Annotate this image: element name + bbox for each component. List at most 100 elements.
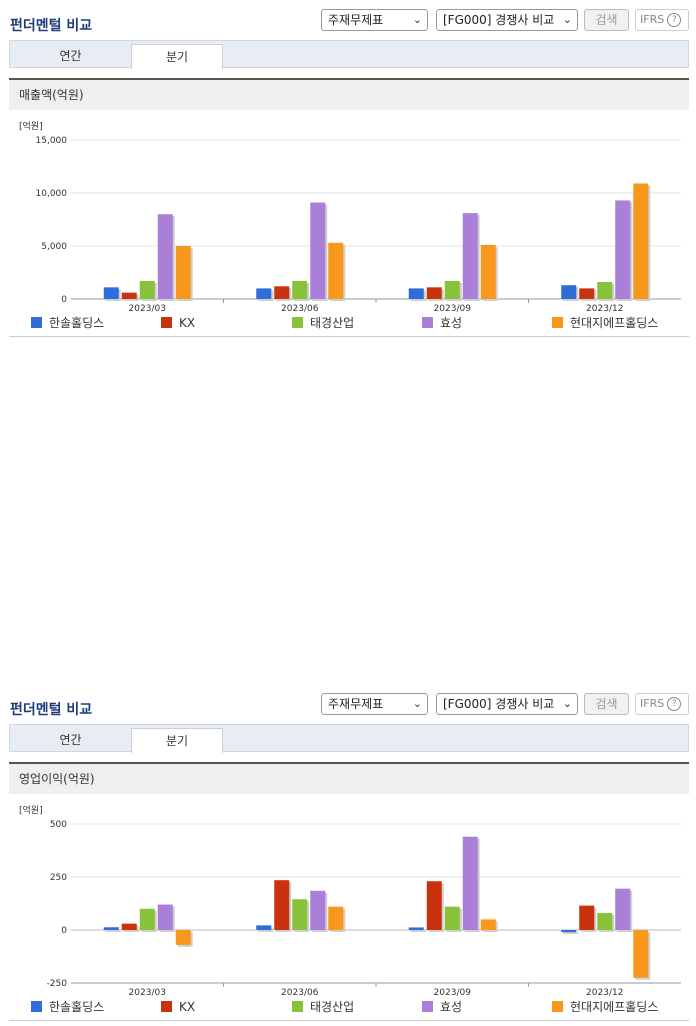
bar[interactable]: [615, 888, 631, 930]
bar[interactable]: [561, 285, 577, 299]
bar[interactable]: [328, 906, 344, 930]
chart-label: 매출액(억원): [9, 80, 689, 110]
peer-select-value: [FG000] 경쟁사 비교: [443, 697, 555, 711]
bar[interactable]: [292, 280, 308, 299]
peer-select[interactable]: [FG000] 경쟁사 비교 ⌄: [436, 693, 578, 715]
y-tick-label: 0: [61, 295, 67, 305]
bar[interactable]: [408, 288, 424, 299]
x-tick-label: 2023/12: [586, 988, 623, 998]
x-tick-label: 2023/03: [129, 304, 166, 314]
revenue-chart: [억원] 15,000 10,000 5,000 0 2023/03 2023/06 2023…: [19, 120, 681, 330]
bar[interactable]: [310, 202, 326, 299]
bar[interactable]: [615, 200, 631, 299]
legend-label[interactable]: 현대지에프홀딩스: [570, 316, 658, 330]
y-tick-label: 15,000: [36, 136, 68, 146]
tab-quarterly[interactable]: 분기: [131, 728, 223, 753]
legend-label[interactable]: KX: [179, 1000, 195, 1014]
statement-select-value: 주재무제표: [328, 697, 384, 711]
bar[interactable]: [175, 246, 191, 299]
period-tabs: 연간 분기: [9, 40, 689, 69]
y-tick-label: 0: [61, 926, 67, 936]
bar[interactable]: [633, 930, 649, 978]
bar[interactable]: [480, 919, 496, 930]
bar[interactable]: [103, 287, 119, 299]
statement-select[interactable]: 주재무제표 ⌄: [321, 693, 428, 715]
bar[interactable]: [139, 908, 155, 930]
bar[interactable]: [256, 288, 272, 299]
fundamental-section-2: 펀더멘털 비교 주재무제표 ⌄ [FG000] 경쟁사 비교 ⌄ 검색 IFRS…: [0, 684, 696, 1026]
legend-swatch: [552, 317, 563, 328]
bar[interactable]: [103, 927, 119, 930]
bar[interactable]: [292, 899, 308, 930]
legend-label[interactable]: 태경산업: [310, 316, 354, 330]
section-title: 펀더멘털 비교: [10, 18, 93, 34]
bar[interactable]: [328, 242, 344, 299]
legend-label[interactable]: 한솔홀딩스: [49, 316, 104, 330]
search-button[interactable]: 검색: [584, 693, 629, 715]
operating-profit-chart: [억원] 500 250 0 -250 2023/03 2023/06 2023/09 2023…: [19, 804, 681, 1014]
y-tick-label: 250: [50, 873, 67, 883]
x-tick-label: 2023/09: [434, 988, 472, 998]
ifrs-label: IFRS: [640, 13, 665, 26]
bar[interactable]: [139, 280, 155, 299]
bar[interactable]: [175, 930, 191, 945]
bar[interactable]: [462, 836, 478, 930]
legend-swatch: [422, 1001, 433, 1012]
legend-label[interactable]: 현대지에프홀딩스: [570, 1000, 658, 1014]
search-button[interactable]: 검색: [584, 9, 629, 31]
legend-swatch: [31, 317, 42, 328]
bar[interactable]: [633, 183, 649, 299]
legend-swatch: [292, 1001, 303, 1012]
bar[interactable]: [444, 906, 460, 930]
unit-label: [억원]: [19, 120, 43, 132]
chevron-down-icon: ⌄: [412, 13, 422, 26]
legend-label[interactable]: 태경산업: [310, 1000, 354, 1014]
bar[interactable]: [561, 930, 577, 933]
fundamental-section-1: 펀더멘털 비교 주재무제표 ⌄ [FG000] 경쟁사 비교 ⌄ 검색 IFRS…: [0, 0, 696, 342]
bar[interactable]: [121, 923, 137, 930]
legend-swatch: [292, 317, 303, 328]
bar[interactable]: [310, 890, 326, 930]
tab-annual[interactable]: 연간: [59, 49, 82, 63]
statement-select-value: 주재무제표: [328, 13, 384, 27]
period-tabs: 연간 분기: [9, 724, 689, 753]
bar[interactable]: [274, 286, 290, 299]
peer-select[interactable]: [FG000] 경쟁사 비교 ⌄: [436, 9, 578, 31]
legend-swatch: [422, 317, 433, 328]
legend-label[interactable]: 효성: [440, 316, 462, 330]
statement-select[interactable]: 주재무제표 ⌄: [321, 9, 428, 31]
bar[interactable]: [597, 282, 613, 299]
y-tick-label: 5,000: [41, 242, 67, 252]
bar[interactable]: [579, 905, 595, 930]
chevron-down-icon: ⌄: [562, 697, 572, 710]
legend-label[interactable]: 한솔홀딩스: [49, 1000, 104, 1014]
tab-quarterly[interactable]: 분기: [131, 44, 223, 69]
bar[interactable]: [597, 913, 613, 930]
bar[interactable]: [157, 904, 173, 930]
ifrs-help-button[interactable]: IFRS?: [635, 693, 689, 715]
bar[interactable]: [408, 927, 424, 930]
bar[interactable]: [274, 880, 290, 930]
bar[interactable]: [444, 280, 460, 299]
bar-shadow: [563, 932, 579, 935]
section-title: 펀더멘털 비교: [10, 702, 93, 718]
peer-select-value: [FG000] 경쟁사 비교: [443, 13, 555, 27]
bar[interactable]: [256, 925, 272, 930]
bar[interactable]: [579, 288, 595, 299]
y-tick-label: 500: [50, 820, 67, 830]
legend-label[interactable]: KX: [179, 316, 195, 330]
tab-annual[interactable]: 연간: [59, 733, 82, 747]
bar[interactable]: [121, 292, 137, 299]
bar[interactable]: [426, 287, 442, 299]
bar[interactable]: [157, 214, 173, 299]
y-tick-label: -250: [47, 979, 68, 989]
bar[interactable]: [426, 881, 442, 930]
question-icon: ?: [667, 697, 682, 711]
legend-label[interactable]: 효성: [440, 1000, 462, 1014]
legend-swatch: [161, 1001, 172, 1012]
ifrs-help-button[interactable]: IFRS?: [635, 9, 689, 31]
bar[interactable]: [480, 244, 496, 299]
chevron-down-icon: ⌄: [412, 697, 422, 710]
x-tick-label: 2023/06: [281, 304, 319, 314]
bar[interactable]: [462, 213, 478, 299]
